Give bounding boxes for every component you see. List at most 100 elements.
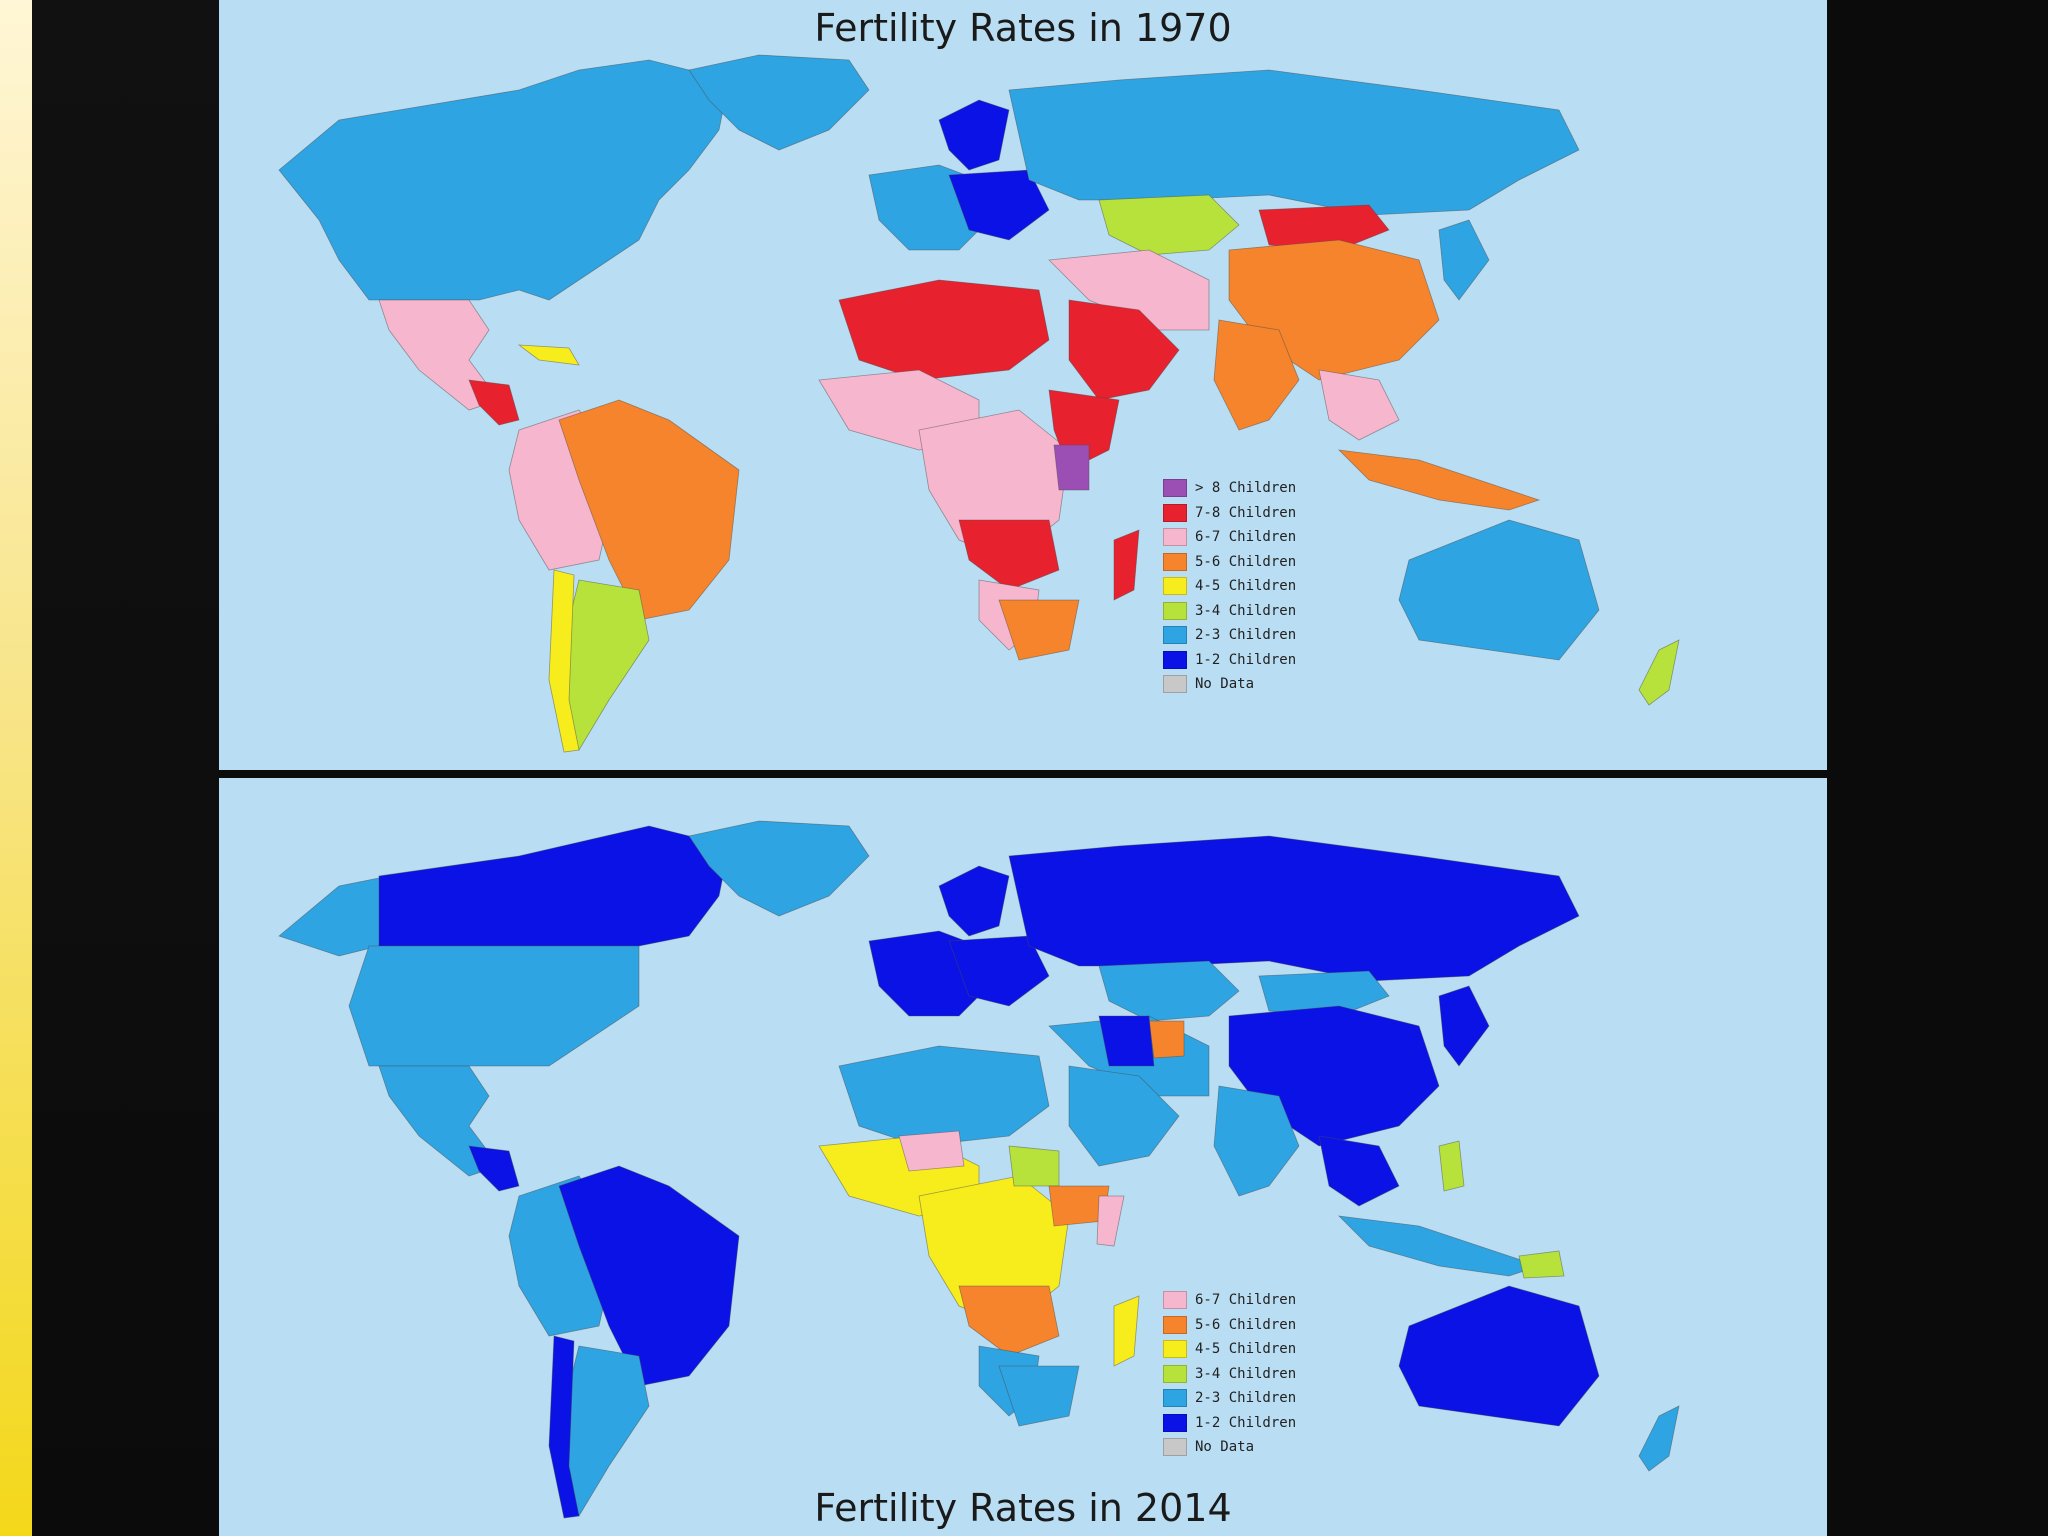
region-south-africa <box>998 1365 1080 1427</box>
region-southern-africa-a <box>958 1285 1060 1357</box>
region-europe-east <box>948 169 1050 241</box>
legend-swatch <box>1163 626 1187 645</box>
legend-swatch <box>1163 503 1187 522</box>
legend-label: 2-3 Children <box>1195 627 1297 644</box>
region-brazil <box>558 399 740 621</box>
legend-swatch <box>1163 1389 1187 1408</box>
panel-divider <box>219 770 1827 778</box>
region-southern-africa-a <box>958 519 1060 591</box>
region-indonesia <box>1337 449 1541 511</box>
legend-item: No Data <box>1163 1435 1296 1460</box>
region-central-asia <box>1098 960 1240 1022</box>
legend-label: 1-2 Children <box>1195 1414 1297 1431</box>
legend-label: > 8 Children <box>1195 480 1297 497</box>
legend-label: 5-6 Children <box>1195 1316 1297 1333</box>
legend-swatch <box>1163 577 1187 596</box>
legend-item: 6-7 Children <box>1163 525 1296 550</box>
map-panel-1970: Fertility Rates in 1970 > 8 Children 7-8 … <box>219 0 1827 770</box>
legend-swatch <box>1163 675 1187 694</box>
region-sudan <box>1008 1145 1060 1187</box>
region-madagascar <box>1113 1295 1140 1367</box>
region-north-america <box>278 59 730 301</box>
legend-label: 6-7 Children <box>1195 529 1297 546</box>
legend-item: 4-5 Children <box>1163 1337 1296 1362</box>
map-title-2014: Fertility Rates in 2014 <box>814 1486 1232 1530</box>
region-russia <box>1008 835 1580 982</box>
legend-swatch <box>1163 528 1187 547</box>
region-australia <box>1398 519 1600 661</box>
legend-2014: 6-7 Children 5-6 Children 4-5 Children 3-4 … <box>1163 1288 1296 1460</box>
region-mongolia <box>1258 204 1390 251</box>
legend-swatch <box>1163 1340 1187 1359</box>
region-central-america <box>468 379 520 426</box>
map-title-1970: Fertility Rates in 1970 <box>814 6 1232 50</box>
legend-swatch <box>1163 1291 1187 1310</box>
region-chile <box>548 569 580 753</box>
legend-item: 5-6 Children <box>1163 550 1296 575</box>
region-central-america <box>468 1145 520 1192</box>
legend-label: No Data <box>1195 676 1255 693</box>
legend-label: 4-5 Children <box>1195 578 1297 595</box>
legend-swatch <box>1163 650 1187 669</box>
region-southeast-asia <box>1318 1135 1400 1207</box>
legend-label: 4-5 Children <box>1195 1341 1297 1358</box>
legend-item: 2-3 Children <box>1163 1386 1296 1411</box>
legend-label: 3-4 Children <box>1195 1365 1297 1382</box>
region-greenland <box>688 820 870 917</box>
world-map-2014 <box>278 820 1680 1519</box>
region-southeast-asia <box>1318 369 1400 441</box>
slide-background <box>32 0 219 1536</box>
legend-item: 7-8 Children <box>1163 501 1296 526</box>
region-niger <box>898 1130 965 1172</box>
legend-1970: > 8 Children 7-8 Children 6-7 Children 5-6 … <box>1163 476 1296 697</box>
legend-label: 1-2 Children <box>1195 651 1297 668</box>
region-scandinavia <box>938 99 1010 171</box>
region-australia <box>1398 1285 1600 1427</box>
region-philippines <box>1438 1140 1465 1192</box>
legend-label: No Data <box>1195 1439 1255 1456</box>
legend-swatch <box>1163 479 1187 498</box>
region-somalia <box>1096 1195 1125 1247</box>
world-map-1970 <box>278 54 1680 753</box>
region-india <box>1213 1085 1300 1197</box>
legend-label: 7-8 Children <box>1195 504 1297 521</box>
legend-item: 6-7 Children <box>1163 1288 1296 1313</box>
legend-item: 1-2 Children <box>1163 648 1296 673</box>
region-caribbean <box>517 344 580 366</box>
region-japan-korea <box>1438 219 1490 301</box>
region-png <box>1518 1250 1565 1279</box>
legend-label: 6-7 Children <box>1195 1292 1297 1309</box>
legend-swatch <box>1163 1413 1187 1432</box>
region-north-africa <box>838 279 1050 381</box>
region-afghanistan <box>1148 1020 1185 1059</box>
legend-item: 2-3 Children <box>1163 623 1296 648</box>
legend-item: 5-6 Children <box>1163 1313 1296 1338</box>
region-india <box>1213 319 1300 431</box>
region-arabia <box>1068 299 1180 401</box>
region-new-zealand <box>1638 639 1680 706</box>
region-arabia <box>1068 1065 1180 1167</box>
region-mongolia <box>1258 970 1390 1017</box>
region-scandinavia <box>938 865 1010 937</box>
legend-item: > 8 Children <box>1163 476 1296 501</box>
legend-label: 2-3 Children <box>1195 1390 1297 1407</box>
region-europe-east <box>948 935 1050 1007</box>
region-madagascar <box>1113 529 1140 601</box>
region-central-asia <box>1098 194 1240 256</box>
legend-label: 3-4 Children <box>1195 602 1297 619</box>
legend-item: 3-4 Children <box>1163 599 1296 624</box>
region-japan-korea <box>1438 985 1490 1067</box>
legend-item: 4-5 Children <box>1163 574 1296 599</box>
region-new-zealand <box>1638 1405 1680 1472</box>
region-middle-east <box>1048 249 1210 331</box>
legend-label: 5-6 Children <box>1195 553 1297 570</box>
slide-accent-strip <box>0 0 32 1536</box>
legend-swatch <box>1163 1438 1187 1457</box>
region-canada <box>378 825 730 947</box>
region-alaska <box>278 875 390 957</box>
region-brazil <box>558 1165 740 1387</box>
region-kenya <box>1053 444 1090 491</box>
map-panel-2014: 6-7 Children 5-6 Children 4-5 Children 3-4 … <box>219 778 1827 1536</box>
region-indonesia <box>1337 1215 1541 1277</box>
region-russia <box>1008 69 1580 216</box>
